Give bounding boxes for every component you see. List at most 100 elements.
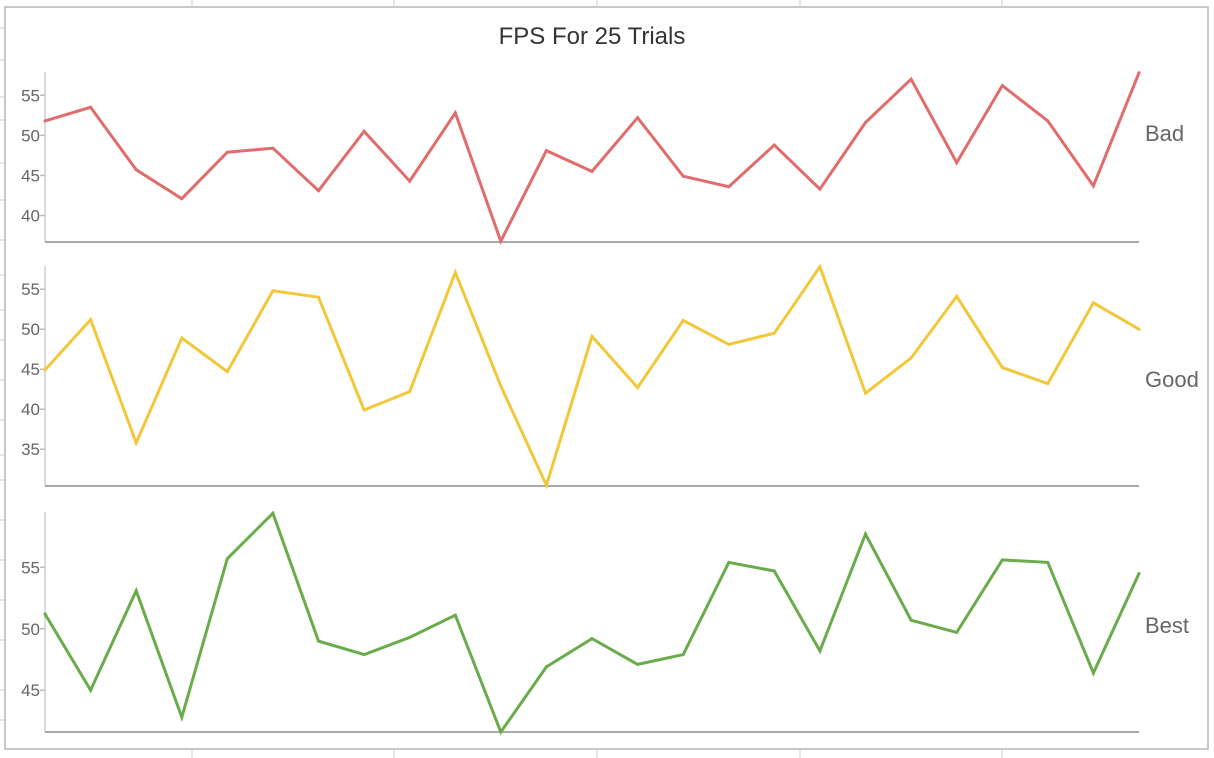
data-point-best [408, 635, 412, 639]
data-point-best [499, 730, 503, 734]
panel-good: 35 40 45 50 55 Good [21, 263, 1199, 490]
y-tick-label: 40 [21, 207, 40, 226]
data-point-good [681, 318, 685, 322]
data-point-bad [727, 185, 731, 189]
series-line-best [43, 510, 1141, 736]
data-point-good [909, 356, 913, 360]
data-point-good [1000, 366, 1004, 370]
data-point-best [1046, 560, 1050, 564]
y-tick-label: 50 [21, 126, 40, 145]
data-point-bad [772, 143, 776, 147]
data-point-bad [89, 105, 93, 109]
data-point-best [453, 613, 457, 617]
chart-title: FPS For 25 Trials [499, 23, 686, 50]
series-line-bad [43, 71, 1141, 246]
data-point-bad [1091, 184, 1095, 188]
y-tick-label: 55 [21, 86, 40, 105]
chart-frame [4, 6, 1209, 750]
data-point-best [225, 557, 229, 561]
data-point-bad [408, 179, 412, 183]
data-point-good [1137, 327, 1141, 331]
y-tick-label: 45 [21, 166, 40, 185]
data-point-bad [225, 150, 229, 154]
data-point-good [864, 391, 867, 395]
data-point-best [681, 653, 685, 657]
data-point-good [1091, 301, 1095, 305]
data-point-good [727, 342, 731, 346]
data-point-good [453, 270, 457, 274]
data-point-good [955, 294, 959, 298]
series-label-good: Good [1145, 367, 1199, 392]
data-point-best [909, 618, 913, 622]
data-point-good [317, 295, 320, 299]
data-point-good [499, 384, 503, 388]
data-point-bad [271, 146, 275, 150]
data-point-best [772, 569, 776, 573]
y-tick-label: 50 [21, 320, 40, 339]
y-tick-label: 50 [21, 620, 40, 639]
data-point-bad [955, 161, 959, 165]
y-tick-label: 55 [21, 280, 40, 299]
data-point-best [864, 532, 867, 536]
data-point-good [43, 368, 47, 372]
data-point-bad [636, 116, 640, 120]
data-point-bad [43, 119, 47, 123]
data-point-best [134, 589, 138, 593]
y-tick-label: 35 [21, 440, 40, 459]
series-label-bad: Bad [1145, 121, 1184, 146]
data-point-good [772, 331, 776, 335]
data-point-bad [453, 111, 457, 115]
data-point-good [590, 334, 594, 338]
data-point-good [134, 441, 138, 445]
data-point-best [180, 715, 184, 719]
data-point-bad [317, 189, 320, 193]
data-point-best [1091, 671, 1095, 675]
data-point-best [818, 649, 822, 653]
data-point-good [636, 386, 640, 390]
data-point-bad [134, 168, 138, 172]
data-point-best [1000, 558, 1004, 562]
data-point-bad [499, 239, 503, 243]
data-point-bad [864, 121, 867, 124]
data-point-best [590, 637, 594, 641]
data-point-bad [362, 129, 366, 133]
data-point-best [271, 511, 275, 515]
data-point-good [225, 370, 229, 374]
data-point-best [89, 688, 93, 692]
data-point-best [1137, 572, 1141, 575]
data-point-good [89, 318, 93, 322]
data-point-best [317, 639, 320, 643]
data-point-bad [681, 174, 685, 178]
data-point-best [636, 662, 640, 666]
data-point-bad [180, 197, 184, 201]
data-point-good [362, 408, 366, 412]
data-point-bad [1137, 71, 1141, 75]
panel-best: 45 50 55 Best [21, 510, 1189, 736]
series-label-best: Best [1145, 613, 1189, 638]
panel-bad: 40 45 50 55 Bad [21, 71, 1184, 246]
y-tick-label: 40 [21, 400, 40, 419]
data-point-bad [590, 169, 594, 173]
data-point-bad [1000, 84, 1004, 88]
data-point-good [1046, 382, 1050, 386]
series-line-good [43, 263, 1141, 490]
data-point-good [180, 336, 184, 340]
data-point-bad [818, 187, 822, 191]
data-point-good [271, 289, 275, 293]
data-point-good [818, 265, 822, 269]
data-point-best [544, 665, 548, 669]
panels: 40 45 50 55 Bad 35 40 45 50 55 Good 45 50 55 Best [21, 71, 1199, 736]
data-point-best [727, 560, 731, 564]
data-point-bad [544, 149, 548, 153]
data-point-bad [909, 77, 913, 81]
data-point-best [955, 630, 959, 634]
data-point-best [362, 653, 366, 657]
data-point-bad [1046, 119, 1050, 123]
y-tick-label: 45 [21, 360, 40, 379]
y-tick-label: 55 [21, 558, 40, 577]
y-tick-label: 45 [21, 681, 40, 700]
data-point-good [544, 483, 548, 487]
